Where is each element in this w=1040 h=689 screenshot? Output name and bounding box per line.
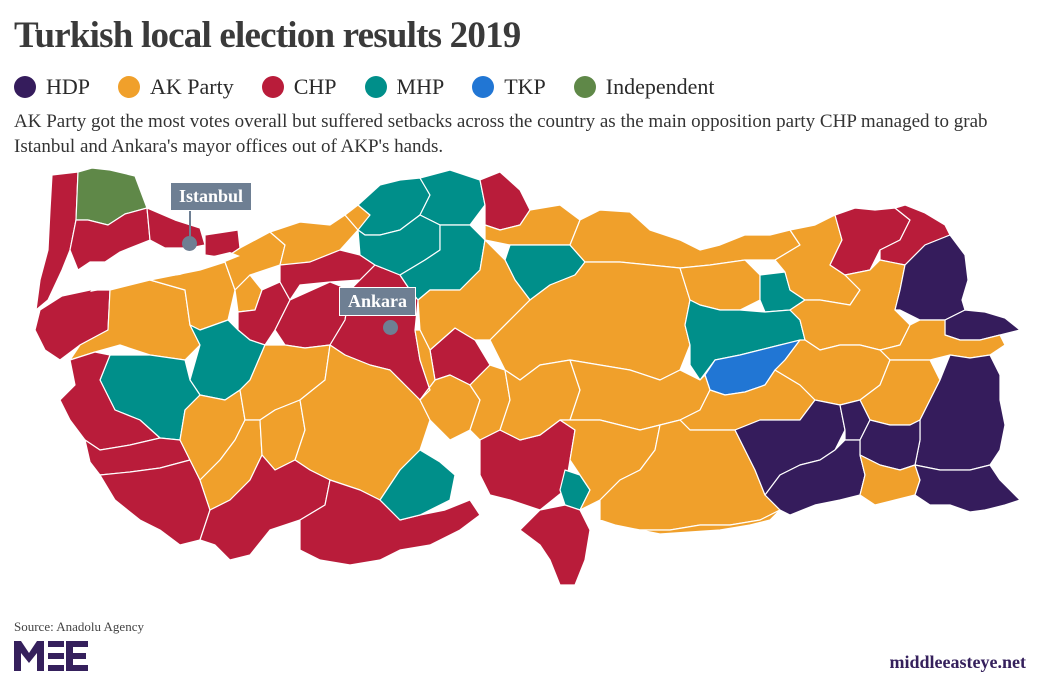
province-karaman	[379, 449, 456, 521]
legend-item-tkp: TKP	[472, 74, 546, 100]
legend-label: MHP	[396, 74, 445, 99]
ankara-marker-icon	[383, 320, 398, 335]
turkey-province-map	[34, 167, 1021, 586]
legend-label: TKP	[504, 74, 546, 99]
marmara-sea	[90, 250, 208, 292]
istanbul-callout: Istanbul	[170, 182, 253, 211]
izmit-gulf	[205, 252, 240, 262]
legend-item-independent: Independent	[573, 74, 715, 100]
province-hakkari	[914, 464, 1021, 513]
legend-item-mhp: MHP	[364, 74, 445, 100]
province-mugla	[99, 459, 211, 546]
legend-label: AK Party	[150, 74, 234, 99]
province-igdir	[944, 309, 1021, 341]
page-title: Turkish local election results 2019	[14, 15, 521, 56]
chp-swatch-icon	[261, 76, 284, 98]
legend-label: CHP	[293, 74, 337, 99]
independent-swatch-icon	[573, 76, 596, 98]
province-kirikkale	[414, 329, 436, 401]
legend-item-chp: CHP	[261, 74, 337, 100]
province-tekirdag	[69, 207, 151, 271]
province-ordu-giresun	[569, 209, 801, 269]
province-hatay	[519, 504, 591, 586]
legend-item-ak-party: AK Party	[118, 74, 234, 100]
ankara-callout: Ankara	[339, 287, 417, 316]
province-sinop	[419, 169, 486, 226]
hdp-swatch-icon	[14, 76, 36, 98]
mee-logo	[14, 641, 88, 671]
site-url: middleeasteye.net	[889, 652, 1026, 672]
legend-label: Independent	[605, 74, 715, 99]
istanbul-marker-icon	[182, 236, 197, 251]
legend-item-hdp: HDP	[14, 74, 90, 100]
mhp-swatch-icon	[364, 76, 387, 98]
subtitle: AK Party got the most votes overall but …	[14, 111, 988, 157]
legend-label: HDP	[46, 74, 91, 99]
province-sanliurfa	[639, 509, 781, 535]
source-note: Source: Anadolu Agency	[14, 619, 144, 634]
legend: HDP AK Party CHP MHP TKP Independent	[14, 74, 743, 100]
istanbul-leader-line	[189, 206, 191, 236]
tkp-swatch-icon	[472, 76, 495, 98]
ak-party-swatch-icon	[118, 76, 141, 98]
